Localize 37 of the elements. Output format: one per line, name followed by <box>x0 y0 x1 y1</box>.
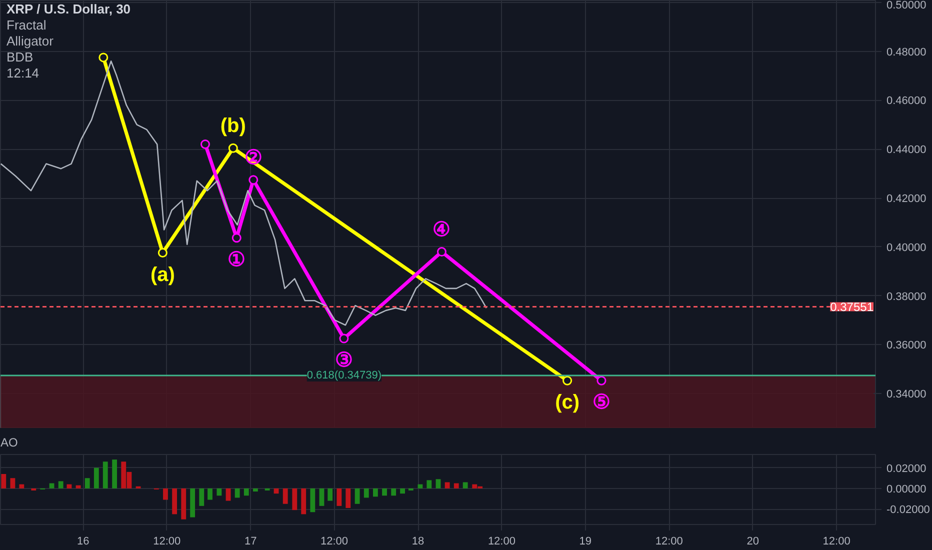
x-tick-label: 12:00 <box>822 536 850 548</box>
annotation: Fractal <box>6 18 46 32</box>
annotation: ① <box>228 248 246 271</box>
y-tick-label: 0.02000 <box>886 462 926 475</box>
y-tick-label: 0.36000 <box>886 340 926 352</box>
y-tick-label: 0.34000 <box>886 388 926 401</box>
x-tick-label: 12:00 <box>655 536 683 548</box>
y-tick-label: 0.46000 <box>886 95 926 108</box>
y-tick-label: 0.38000 <box>886 290 926 303</box>
x-tick-label: 12:00 <box>153 536 181 548</box>
ref-line-label: 0.618(0.34739) <box>306 369 382 382</box>
y-tick-label: 0.42000 <box>886 193 926 205</box>
ref-line-label: 0.37551 <box>830 300 874 314</box>
x-tick-label: 16 <box>77 536 90 548</box>
y-tick-label: -0.02000 <box>886 504 930 516</box>
annotation: (a) <box>150 264 175 286</box>
x-tick-label: 20 <box>746 536 759 548</box>
annotation: BDB <box>6 50 34 64</box>
annotation: (c) <box>555 392 580 414</box>
y-tick-label: 0.48000 <box>886 46 926 58</box>
annotation: ④ <box>432 218 451 241</box>
x-tick-label: 17 <box>244 536 257 548</box>
annotation: ③ <box>334 350 353 372</box>
annotation: Alligator <box>6 34 54 48</box>
y-tick-label: 0.44000 <box>886 144 926 156</box>
annotation: (b) <box>220 115 246 138</box>
chart-title: XRP / U.S. Dollar, 30 <box>6 2 131 16</box>
y-tick-label: 0.00000 <box>886 483 926 496</box>
annotation: ⑤ <box>592 392 610 414</box>
x-tick-label: 18 <box>412 536 424 548</box>
x-tick-label: 12:00 <box>488 536 516 548</box>
annotation: 12:14 <box>6 66 40 80</box>
x-tick-label: 19 <box>579 536 592 548</box>
chart-title: AO <box>0 436 18 450</box>
y-tick-label: 0.50000 <box>886 0 926 12</box>
y-tick-label: 0.40000 <box>886 242 926 254</box>
x-tick-label: 12:00 <box>320 536 348 548</box>
